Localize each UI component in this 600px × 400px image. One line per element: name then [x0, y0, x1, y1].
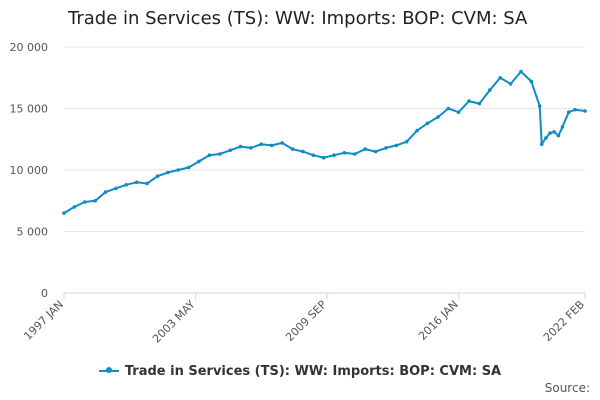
data-point: [176, 168, 180, 172]
y-tick-label: 10 000: [10, 164, 49, 177]
data-point: [228, 148, 232, 153]
data-point: [301, 149, 305, 154]
data-point: [238, 144, 243, 149]
gridlines: [64, 46, 585, 232]
data-point: [583, 109, 587, 113]
data-point: [124, 183, 129, 187]
data-point: [552, 130, 556, 134]
data-point: [425, 121, 430, 126]
data-point: [342, 151, 347, 155]
data-point: [134, 180, 139, 185]
x-tick-label: 1997 JAN: [21, 298, 66, 343]
data-point: [556, 133, 561, 138]
y-tick-label: 0: [41, 287, 48, 300]
axes: [63, 292, 586, 299]
data-point: [488, 88, 492, 92]
chart-title: Trade in Services (TS): WW: Imports: BOP…: [68, 8, 528, 29]
data-point: [166, 170, 170, 175]
series-line: [63, 70, 586, 215]
data-point: [83, 200, 87, 204]
data-point: [519, 69, 523, 74]
data-point: [544, 136, 548, 140]
data-point: [539, 142, 544, 146]
data-point: [93, 199, 97, 203]
data-point: [467, 99, 471, 103]
data-point: [249, 146, 253, 150]
data-point: [259, 142, 264, 146]
data-point: [415, 128, 419, 133]
data-point: [72, 205, 77, 209]
data-point: [446, 106, 451, 111]
data-point: [404, 139, 409, 144]
legend[interactable]: Trade in Services (TS): WW: Imports: BOP…: [0, 364, 600, 379]
data-point: [103, 190, 108, 194]
data-point: [114, 186, 118, 191]
x-tick-label: 2016 JAN: [416, 298, 461, 343]
data-point: [394, 143, 399, 148]
data-point: [145, 181, 149, 186]
data-point: [280, 141, 284, 145]
data-point: [290, 147, 295, 151]
x-tick-label: 2022 FEB: [541, 298, 587, 344]
y-axis-tick-labels: 0 5 000 10 000 15 000 20 000: [10, 41, 49, 300]
data-point: [537, 104, 542, 108]
data-point: [456, 110, 461, 114]
data-point: [311, 153, 316, 157]
data-point: [436, 115, 440, 119]
legend-label: Trade in Services (TS): WW: Imports: BOP…: [124, 364, 502, 379]
data-point: [269, 143, 274, 148]
data-point: [560, 125, 565, 129]
data-point: [498, 76, 503, 80]
source-label[interactable]: Source:: [544, 381, 590, 395]
y-tick-label: 5 000: [17, 226, 49, 239]
data-point: [573, 107, 577, 112]
data-point: [321, 155, 326, 160]
series-points: [62, 69, 587, 215]
data-point: [62, 211, 66, 215]
data-point: [477, 101, 482, 106]
data-point: [218, 152, 222, 156]
y-tick-label: 20 000: [10, 41, 49, 54]
data-point: [363, 147, 368, 151]
data-point: [566, 110, 571, 114]
y-tick-label: 15 000: [10, 103, 49, 116]
series-group: [63, 70, 586, 215]
data-point: [373, 149, 378, 154]
data-point: [529, 79, 534, 84]
x-axis-tick-labels: 1997 JAN 2003 MAY 2009 SEP 2016 JAN 2022 FEB: [21, 298, 587, 346]
x-tick-label: 2009 SEP: [283, 298, 329, 344]
data-point: [353, 152, 357, 156]
data-point: [548, 131, 552, 135]
data-point: [197, 159, 201, 164]
data-point: [207, 153, 212, 157]
data-point: [332, 153, 336, 157]
data-point: [155, 174, 160, 178]
line-with-dot-icon: [98, 366, 119, 373]
data-point: [508, 82, 513, 86]
data-point: [384, 146, 388, 150]
x-tick-label: 2003 MAY: [150, 298, 198, 346]
data-point: [186, 165, 191, 170]
